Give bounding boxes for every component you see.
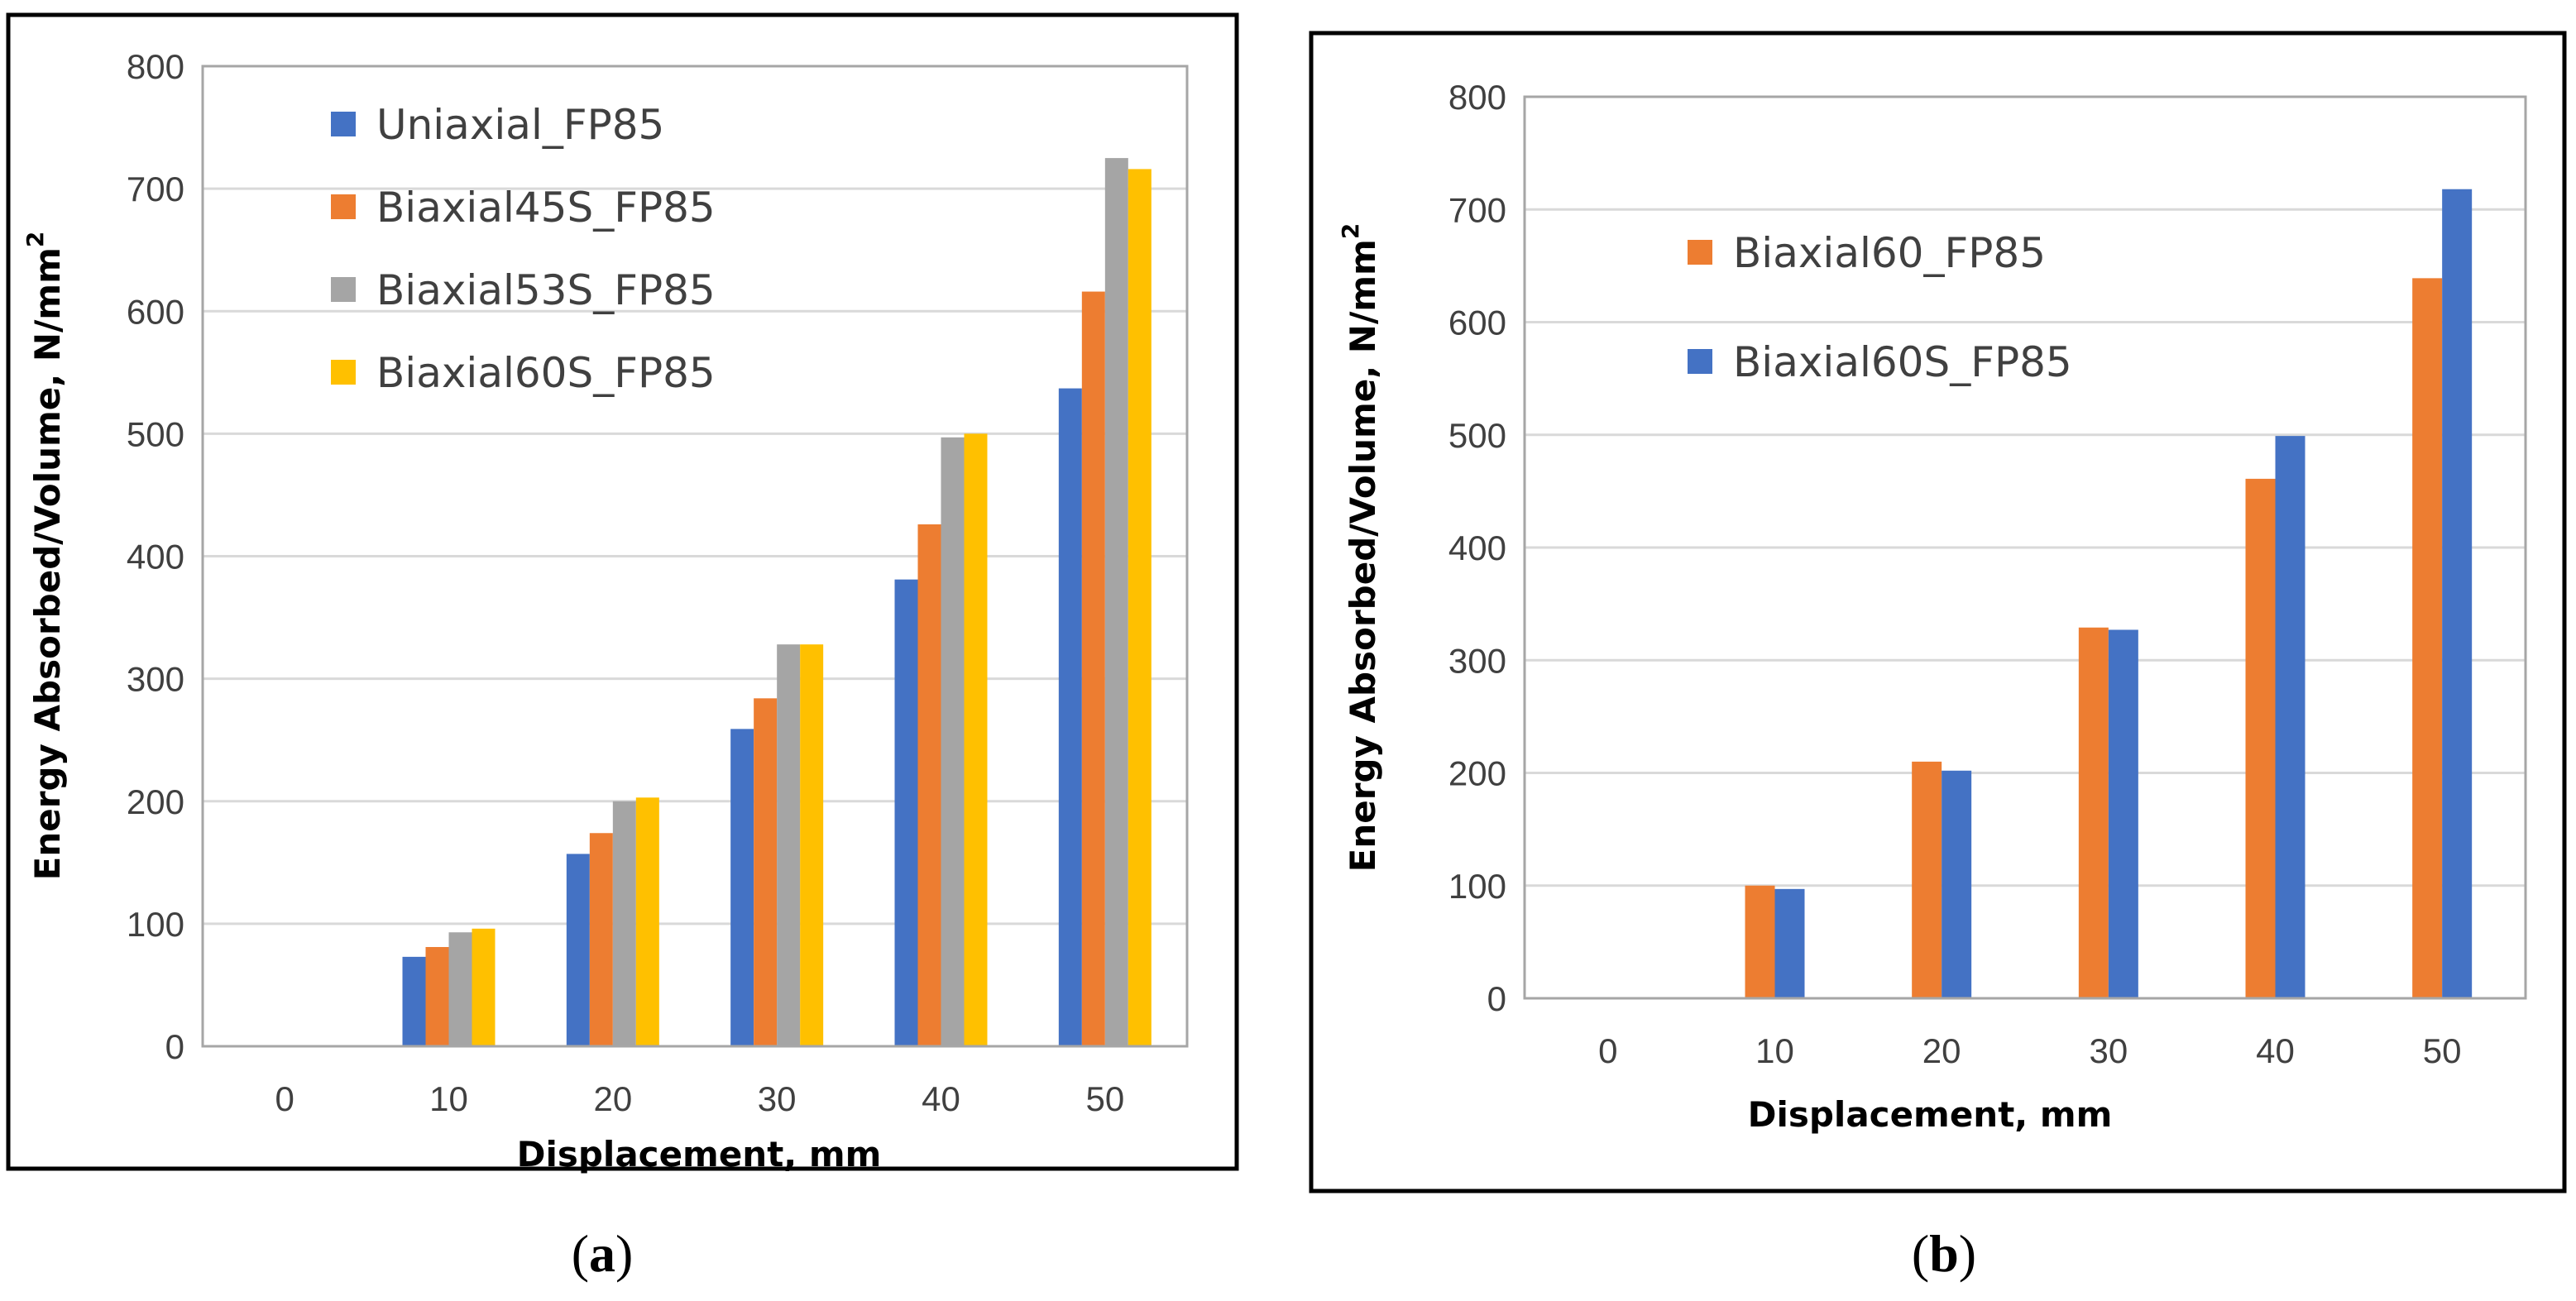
bar-biaxial60s-fp85-20 [635,797,659,1046]
legend-swatch [331,360,356,385]
legend-label: Biaxial60S_FP85 [1733,338,2072,386]
bar-biaxial60s-fp85-30 [2108,629,2138,998]
y-axis-title: Energy Absorbed/Volume, N/mm2 [1337,223,1383,873]
x-tick-label: 10 [429,1079,468,1118]
x-tick-label: 20 [593,1079,632,1118]
bar-biaxial60-fp85-40 [2245,478,2276,998]
y-axis-title: Energy Absorbed/Volume, N/mm2 [22,232,68,881]
grid-lines [203,187,1187,926]
y-tick-label: 500 [1448,416,1506,455]
y-tick-label: 0 [165,1027,184,1066]
legend-label: Biaxial60_FP85 [1733,229,2046,277]
chart-panel-b: 0 100 200 300 400 500 600 700 800 0 10 20 30 40 50 Dis… [1337,78,2527,1283]
bar-biaxial45s-fp85-40 [917,524,941,1046]
grid-lines [1525,208,2526,887]
y-axis-title-main: Energy Absorbed/Volume, N/mm [1343,239,1383,872]
y-tick-label: 200 [127,782,184,821]
y-axis-title-superscript: 2 [22,232,49,247]
y-tick-label: 300 [127,660,184,699]
legend: Biaxial60_FP85 Biaxial60S_FP85 [1688,229,2072,386]
bar-biaxial45s-fp85-10 [425,947,449,1046]
x-tick-label: 0 [1598,1031,1617,1070]
y-axis-title-main: Energy Absorbed/Volume, N/mm [27,247,68,880]
bar-biaxial45s-fp85-30 [754,698,778,1046]
bar-biaxial60s-fp85-50 [2442,189,2473,999]
y-tick-label: 800 [127,47,184,86]
bar-uniaxial-fp85-40 [894,579,918,1046]
legend-swatch [1688,349,1712,374]
x-tick-label: 40 [922,1079,960,1118]
y-tick-label: 400 [127,538,184,576]
bar-biaxial60s-fp85-10 [472,928,496,1046]
bar-uniaxial-fp85-30 [730,729,754,1046]
bar-biaxial53s-fp85-40 [941,437,965,1046]
y-tick-label: 600 [127,292,184,331]
y-axis-title-superscript: 2 [1337,223,1364,239]
bar-uniaxial-fp85-50 [1058,388,1082,1047]
x-tick-label: 50 [1085,1079,1124,1118]
legend-swatch [331,277,356,302]
bar-biaxial53s-fp85-10 [448,932,472,1046]
bar-biaxial60s-fp85-40 [964,433,988,1046]
y-tick-label: 400 [1448,529,1506,567]
y-tick-label: 500 [127,414,184,453]
bar-biaxial60-fp85-50 [2412,278,2443,998]
y-tick-label: 100 [1448,867,1506,906]
legend-label: Uniaxial_FP85 [376,101,664,149]
x-tick-label: 30 [758,1079,797,1118]
plot-area-border [201,65,1189,1048]
chart-panel-a: 0 100 200 300 400 500 600 700 800 0 10 20 30 40 50 Dis… [22,47,1189,1283]
y-tick-label: 300 [1448,641,1506,680]
bar-biaxial45s-fp85-50 [1081,291,1105,1046]
legend-label: Biaxial60S_FP85 [376,349,716,397]
plot-area-border [1523,95,2527,1000]
bar-biaxial60s-fp85-20 [1942,770,1972,998]
y-tick-label: 600 [1448,304,1506,342]
bar-biaxial60-fp85-20 [1912,761,1942,998]
y-tick-label: 700 [127,170,184,208]
y-tick-label: 100 [127,905,184,944]
bar-uniaxial-fp85-10 [402,956,426,1046]
bar-biaxial60s-fp85-10 [1774,888,1805,998]
panel-caption-b: (b) [1912,1224,1976,1283]
bar-biaxial60s-fp85-40 [2275,436,2305,998]
x-tick-label: 50 [2423,1031,2462,1070]
bar-biaxial60-fp85-30 [2078,627,2109,998]
y-tick-label: 200 [1448,754,1506,793]
legend-label: Biaxial53S_FP85 [376,266,716,314]
legend-label: Biaxial45S_FP85 [376,184,716,232]
bar-biaxial53s-fp85-30 [777,644,801,1046]
legend-swatch [1688,240,1712,265]
bar-biaxial53s-fp85-50 [1104,158,1128,1046]
y-tick-label: 700 [1448,190,1506,229]
y-tick-label: 0 [1487,979,1506,1018]
legend: Uniaxial_FP85 Biaxial45S_FP85 Biaxial53S_F… [331,101,716,397]
x-tick-label: 30 [2089,1031,2128,1070]
bars [1745,189,2473,999]
x-axis-title: Displacement, mm [517,1134,882,1174]
bar-biaxial60s-fp85-50 [1128,169,1152,1046]
axis-ticks: 0 100 200 300 400 500 600 700 800 0 10 20 30 40 50 [1448,78,2462,1070]
x-tick-label: 10 [1755,1031,1794,1070]
axis-ticks: 0 100 200 300 400 500 600 700 800 0 10 20 30 40 50 [127,47,1124,1118]
x-axis-title: Displacement, mm [1748,1094,2113,1135]
legend-swatch [331,194,356,219]
bar-uniaxial-fp85-20 [566,854,590,1046]
legend-swatch [331,112,356,136]
bar-biaxial60-fp85-10 [1745,885,1775,998]
bar-biaxial45s-fp85-20 [589,833,613,1046]
panel-caption-a: (a) [572,1224,634,1283]
x-tick-label: 40 [2256,1031,2295,1070]
y-tick-label: 800 [1448,78,1506,117]
bars [402,158,1152,1047]
bar-biaxial60s-fp85-30 [800,644,824,1046]
x-tick-label: 20 [1922,1031,1961,1070]
bar-biaxial53s-fp85-20 [612,801,636,1046]
x-tick-label: 0 [275,1079,294,1118]
